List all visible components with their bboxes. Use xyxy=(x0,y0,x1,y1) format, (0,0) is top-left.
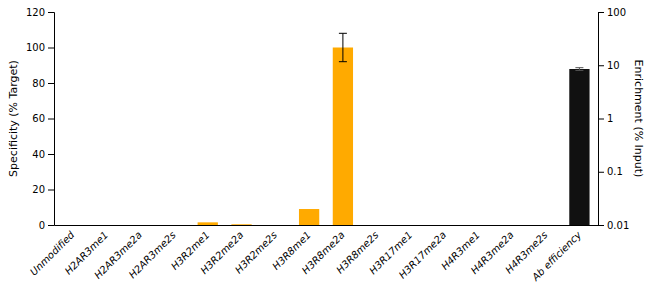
tick: 0.01 xyxy=(598,220,629,231)
tick: 0 xyxy=(39,220,54,231)
tick: H3R17me2a xyxy=(397,225,449,281)
tick-label: 80 xyxy=(32,78,45,89)
tick-mark xyxy=(48,190,54,191)
y2-axis-title: Enrichment (% Input) xyxy=(632,60,645,178)
bar xyxy=(231,224,251,225)
tick: 60 xyxy=(32,113,54,124)
bar xyxy=(198,222,218,225)
bar xyxy=(502,225,522,226)
bar xyxy=(434,225,454,226)
bar xyxy=(333,48,353,226)
tick: 80 xyxy=(32,78,54,89)
tick-mark xyxy=(48,154,54,155)
chart: 0 20 40 60 80 100 120 0.01 0.1 1 10 100 UnmodifiedH2… xyxy=(0,0,650,299)
bar xyxy=(164,225,184,226)
marks xyxy=(198,33,590,225)
tick-mark xyxy=(598,119,604,120)
tick-mark xyxy=(598,225,604,226)
x-axis: UnmodifiedH2AR3me1H2AR3me2aH2AR3me2sH3R2… xyxy=(28,225,599,283)
tick-label: 120 xyxy=(26,7,45,18)
y-axis-title: Specificity (% Target) xyxy=(7,60,20,177)
axis-line xyxy=(48,13,55,226)
error-bar xyxy=(575,68,583,71)
tick-label: 0.1 xyxy=(607,166,623,177)
tick: 10 xyxy=(598,60,620,71)
tick-label: 100 xyxy=(607,7,626,18)
y2-axis: 0.01 0.1 1 10 100 xyxy=(598,7,629,231)
tick: 120 xyxy=(26,7,54,18)
bar xyxy=(62,225,82,226)
axis-line xyxy=(599,13,605,226)
bar xyxy=(535,225,555,226)
tick-mark xyxy=(598,172,604,173)
tick-label: 1 xyxy=(607,113,613,124)
tick-mark xyxy=(598,65,604,66)
tick: 40 xyxy=(32,149,54,160)
tick: 0.1 xyxy=(598,166,623,177)
tick-label: H2AR3me2s xyxy=(127,229,178,280)
error-bar-cap xyxy=(339,33,347,34)
tick: 1 xyxy=(598,113,613,124)
error-bar-cap xyxy=(575,67,583,68)
tick-label: Ab efficiency xyxy=(529,228,584,283)
y-axis: 0 20 40 60 80 100 120 xyxy=(26,7,55,231)
tick-mark xyxy=(598,12,604,13)
plot: 0 20 40 60 80 100 120 0.01 0.1 1 10 100 UnmodifiedH2… xyxy=(26,7,629,284)
tick-mark xyxy=(48,119,54,120)
error-bar-stem xyxy=(342,33,343,61)
tick-mark xyxy=(48,225,54,226)
tick-label: 10 xyxy=(607,60,620,71)
bar xyxy=(468,225,488,226)
tick-label: 0 xyxy=(39,220,45,231)
tick: H2AR3me2s xyxy=(127,225,178,280)
tick-mark xyxy=(48,12,54,13)
bar xyxy=(400,225,420,226)
error-bar xyxy=(339,33,347,61)
error-bar-cap xyxy=(575,70,583,71)
tick-label: 100 xyxy=(26,42,45,53)
tick-label: H3R17me2a xyxy=(397,229,449,281)
tick-label: 60 xyxy=(32,113,45,124)
tick-mark xyxy=(48,48,54,49)
tick: Ab efficiency xyxy=(529,225,584,283)
bar xyxy=(96,225,116,226)
tick: 100 xyxy=(598,7,626,18)
bar xyxy=(569,69,589,225)
tick-label: H3R2me2s xyxy=(233,229,279,275)
bar xyxy=(265,225,285,226)
tick: 20 xyxy=(32,184,54,195)
bar xyxy=(130,225,150,226)
tick-label: 0.01 xyxy=(607,220,629,231)
bar xyxy=(299,209,319,225)
tick-label: 20 xyxy=(32,184,45,195)
tick: 100 xyxy=(26,42,54,53)
tick-label: 40 xyxy=(32,149,45,160)
tick-mark xyxy=(48,83,54,84)
axis-line xyxy=(55,225,599,226)
bar xyxy=(367,225,387,226)
error-bar-cap xyxy=(339,61,347,62)
tick: H3R2me2s xyxy=(233,225,279,276)
